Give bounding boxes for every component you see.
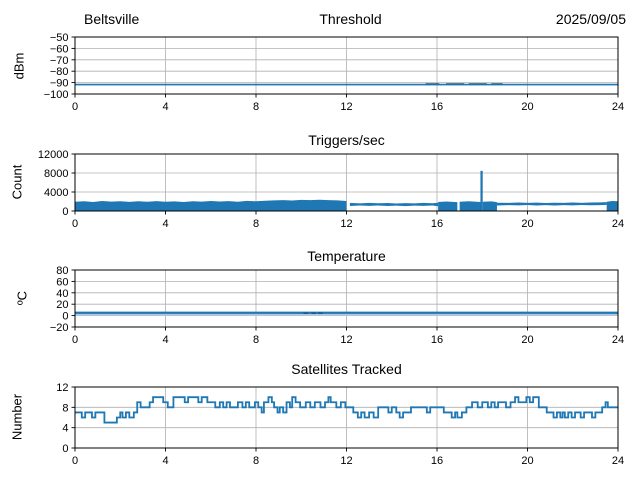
y-tick-label: 4 bbox=[62, 423, 68, 435]
x-tick-label: 12 bbox=[340, 455, 352, 467]
x-tick-label: 24 bbox=[612, 455, 624, 467]
x-tick-label: 16 bbox=[431, 218, 443, 230]
satellites-plot: 0 4 8 12 16 20 24 0 4 8 12 bbox=[56, 382, 624, 467]
plot1-title-left: Beltsville bbox=[84, 11, 140, 27]
x-tick-label: 4 bbox=[162, 101, 168, 113]
x-tick-label: 24 bbox=[612, 218, 624, 230]
triggers-band-1 bbox=[349, 202, 439, 207]
y-tick-label: 20 bbox=[56, 299, 68, 311]
x-tick-label: 20 bbox=[521, 218, 533, 230]
x-tick-label: 20 bbox=[521, 101, 533, 113]
x-tick-label: 16 bbox=[431, 101, 443, 113]
x-tick-label: 0 bbox=[72, 101, 78, 113]
x-tick-label: 0 bbox=[72, 455, 78, 467]
plot3-title: Temperature bbox=[307, 248, 386, 264]
y-tick-label: −70 bbox=[50, 55, 69, 67]
y-tick-label: 80 bbox=[56, 265, 68, 277]
triggers-plot: 0 4 8 12 16 20 24 0 4000 8000 12000 bbox=[38, 149, 624, 230]
x-tick-label: 16 bbox=[431, 455, 443, 467]
y-tick-label: 40 bbox=[56, 288, 68, 300]
x-tick-label: 20 bbox=[521, 455, 533, 467]
triggers-fill-2b bbox=[459, 201, 481, 211]
y-tick-label: −20 bbox=[50, 322, 69, 334]
x-tick-label: 8 bbox=[253, 218, 259, 230]
x-tick-label: 0 bbox=[72, 218, 78, 230]
triggers-fill-2a bbox=[438, 201, 458, 211]
x-tick-label: 12 bbox=[340, 101, 352, 113]
x-tick-label: 4 bbox=[162, 218, 168, 230]
y-tick-label: 4000 bbox=[44, 187, 68, 199]
triggers-fill-3 bbox=[606, 201, 618, 211]
triggers-band-2 bbox=[496, 202, 607, 206]
x-tick-label: 4 bbox=[162, 334, 168, 346]
plot1-title: Threshold bbox=[319, 11, 382, 27]
x-tick-label: 8 bbox=[253, 455, 259, 467]
x-tick-label: 0 bbox=[72, 334, 78, 346]
y-tick-label: 12000 bbox=[38, 149, 69, 161]
y-tick-label: −100 bbox=[44, 89, 69, 101]
x-tick-label: 8 bbox=[253, 334, 259, 346]
y-tick-label: −90 bbox=[50, 78, 69, 90]
x-tick-label: 12 bbox=[340, 334, 352, 346]
y-tick-label: −80 bbox=[50, 66, 69, 78]
plot1-title-right: 2025/09/05 bbox=[555, 11, 626, 27]
satellites-steps bbox=[75, 396, 618, 424]
plot4-title: Satellites Tracked bbox=[291, 361, 402, 377]
threshold-plot: 0 4 8 12 16 20 24 −100−90−80−70−60−50 bbox=[44, 32, 624, 113]
x-tick-label: 20 bbox=[521, 334, 533, 346]
x-tick-label: 12 bbox=[340, 218, 352, 230]
plot1-title-row: Beltsville Threshold 2025/09/05 bbox=[75, 11, 626, 28]
y-tick-label: 60 bbox=[56, 276, 68, 288]
y-tick-label: 0 bbox=[62, 443, 68, 455]
triggers-fill-1 bbox=[75, 199, 347, 211]
y-tick-label: 8000 bbox=[44, 168, 68, 180]
y-tick-label: 0 bbox=[62, 206, 68, 218]
x-tick-label: 24 bbox=[612, 101, 624, 113]
x-tick-label: 4 bbox=[162, 455, 168, 467]
triggers-fill-2c bbox=[482, 201, 497, 211]
x-tick-label: 24 bbox=[612, 334, 624, 346]
y-tick-label: 0 bbox=[62, 311, 68, 323]
plot2-title: Triggers/sec bbox=[308, 132, 385, 148]
trigger-spike bbox=[480, 170, 483, 211]
x-tick-label: 16 bbox=[431, 334, 443, 346]
y-tick-label: 12 bbox=[56, 382, 68, 394]
y-tick-label: 8 bbox=[62, 402, 68, 414]
y-tick-label: −60 bbox=[50, 43, 69, 55]
y-tick-label: −50 bbox=[50, 32, 69, 44]
x-tick-label: 8 bbox=[253, 101, 259, 113]
